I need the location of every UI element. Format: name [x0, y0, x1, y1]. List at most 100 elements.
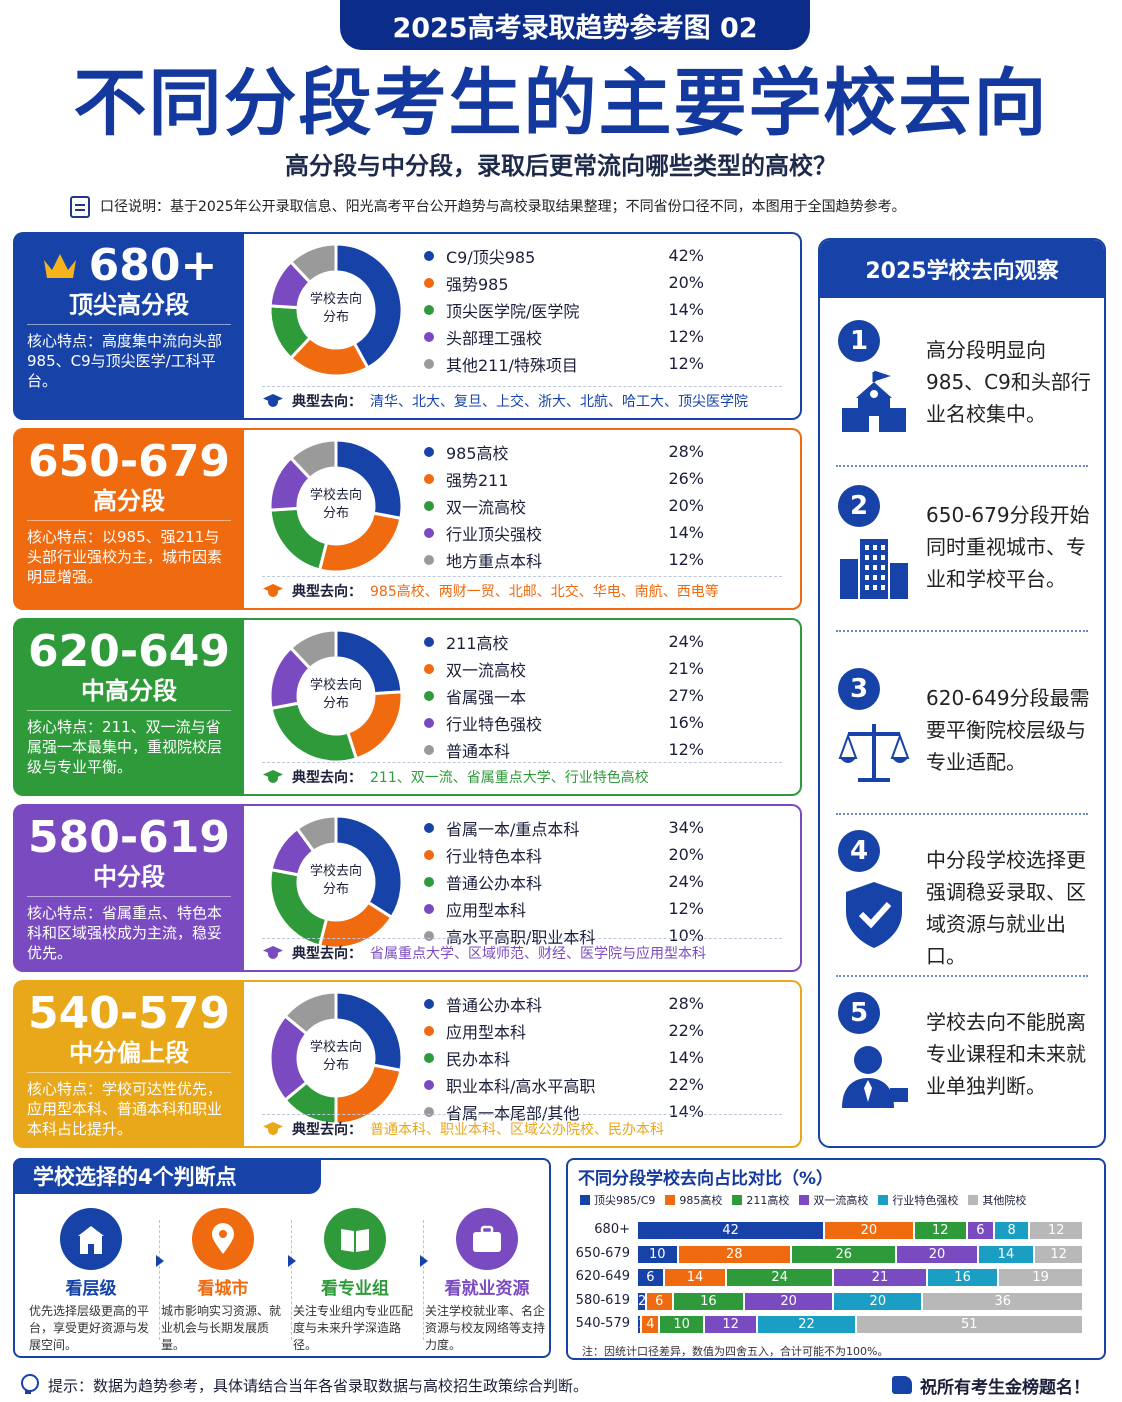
bar-segment: 20 [834, 1292, 922, 1310]
judgement-title: 学校选择的4个判断点 [13, 1158, 321, 1194]
legend-value: 14% [668, 1048, 704, 1067]
segment-card-3: 580-619 中分段 核心特点：省属重点、特色本科和区域强校成为主流，稳妥优先。 [13, 804, 245, 972]
bar-segment: 12 [1035, 1245, 1082, 1263]
segment-divider [27, 520, 231, 521]
legend-label: 行业特色本科 [446, 846, 543, 866]
legend-value: 14% [668, 523, 704, 542]
typical-list: 省属重点大学、区域师范、财经、医学院与应用型本科 [370, 946, 706, 962]
observation-icon [838, 1040, 910, 1112]
typical-prefix: 典型去向： [292, 1122, 362, 1138]
typical-destinations: 典型去向： 985高校、两财一贸、北邮、北交、华电、南航、西电等 [262, 576, 782, 601]
donut-center-label: 学校去向 [310, 863, 362, 879]
judgement-card-2: 看城市 城市影响实习资源、就业机会与长期发展质量。 [161, 1208, 285, 1354]
chevron-right-icon [288, 1255, 296, 1267]
graduation-cap-icon [262, 1122, 284, 1136]
donut-center-label: 学校去向 [310, 677, 362, 693]
segment-feature: 核心特点：省属重点、特色本科和区域强校成为主流，稳妥优先。 [27, 904, 223, 962]
donut-center-label: 分布 [323, 696, 349, 711]
legend-dot [424, 446, 434, 457]
bar-category-label: 680+ [594, 1222, 630, 1237]
observation-text: 高分段明显向985、C9和头部行业名校集中。 [926, 338, 1091, 426]
bar-segment: 22 [758, 1316, 855, 1333]
observation-separator [836, 465, 1088, 467]
observation-panel: 2025学校去向观察 1 高分段明显向985、C9和头部行业名校集中。 2 650-6… [818, 238, 1106, 1148]
judgement-card-4: 看就业资源 关注学校就业率、名企资源与校友网络等支持力度。 [425, 1208, 549, 1354]
bar-segment: 20 [825, 1222, 913, 1239]
judgement-card-1: 看层级 优先选择层级更高的平台，享受更好资源与发展空间。 [29, 1208, 153, 1354]
comparison-legend: 顶尖985/C9 985高校 211高校 双一流高校 行业特色强校 其他院校 [580, 1192, 1026, 1208]
legend-dot [424, 500, 434, 511]
judgement-card-3: 看专业组 关注专业组内专业匹配度与未来升学深造路径。 [293, 1208, 417, 1354]
legend-label: 985高校 [679, 1194, 723, 1207]
legend-label: 头部理工强校 [446, 328, 543, 348]
legend-dot [424, 1025, 434, 1036]
typical-list: 211、双一流、省属重点大学、行业特色高校 [370, 770, 649, 786]
segment-divider [27, 710, 231, 711]
segment-card-4: 540-579 中分偏上段 核心特点：学校可达性优先，应用型本科、普通本科和职业本科… [13, 980, 245, 1148]
bar-segment: 16 [927, 1269, 998, 1286]
legend-value: 24% [668, 872, 704, 891]
observation-icon [838, 368, 910, 440]
legend-label: 双一流高校 [813, 1194, 869, 1207]
legend-label: 应用型本科 [446, 1022, 527, 1042]
legend-item: 头部理工强校 12% [424, 323, 704, 350]
bar-segment: 14 [978, 1245, 1034, 1263]
donut-slice [295, 814, 338, 854]
legend-label: 强势985 [446, 274, 509, 294]
footer-blessing: 祝所有考生金榜题名！ [892, 1373, 1090, 1398]
typical-list: 985高校、两财一贸、北邮、北交、华电、南航、西电等 [370, 584, 719, 600]
bar-segment: 21 [834, 1269, 926, 1286]
legend-value: 14% [668, 1102, 704, 1121]
legend-dot [424, 331, 434, 342]
legend-item: 双一流高校 20% [424, 492, 704, 519]
segment-name: 中高分段 [81, 677, 177, 705]
observation-number: 1 [838, 320, 880, 362]
graduation-cap-icon [262, 584, 284, 598]
segment-detail-4: 学校去向 分布 普通公办本科 28% 应用型本科 22% 民办本科 14% 职业本科/高水平高职… [244, 980, 802, 1148]
segment-divider [27, 324, 231, 325]
bar-segment: 8 [994, 1222, 1029, 1239]
legend-label: 普通本科 [446, 741, 511, 761]
judgement-desc: 城市影响实习资源、就业机会与长期发展质量。 [161, 1304, 282, 1352]
legend-item: 211高校 [732, 1192, 789, 1208]
judgement-name: 看专业组 [321, 1279, 389, 1299]
legend-dot [424, 822, 434, 833]
bar-category-label: 620-649 [575, 1269, 630, 1284]
legend-item: 应用型本科 12% [424, 895, 704, 922]
legend-label: 行业特色强校 [892, 1194, 959, 1207]
typical-destinations: 典型去向： 211、双一流、省属重点大学、行业特色高校 [262, 762, 782, 787]
legend-item: 行业特色本科 20% [424, 841, 704, 868]
bar-segment: 4 [642, 1316, 659, 1333]
comparison-chart-title: 不同分段学校去向占比对比（%） [578, 1169, 834, 1189]
graduation-cap-icon [262, 394, 284, 408]
segment-feature: 核心特点：高度集中流向头部985、C9与顶尖医学/工科平台。 [27, 332, 223, 390]
person-tie-icon [842, 1046, 908, 1108]
segment-range: 540-579 [28, 988, 230, 1039]
bar-segment: 1 [638, 1316, 641, 1333]
legend-item: 其他211/特殊项目 12% [424, 350, 704, 377]
segment-range: 620-649 [28, 626, 230, 677]
legend-value: 12% [668, 354, 704, 373]
legend-dot [424, 554, 434, 565]
observation-item-3: 3 620-649分段最需要平衡院校层级与专业适配。 [820, 668, 1104, 828]
thumbs-up-icon [892, 1376, 912, 1394]
legend-item: 强势985 20% [424, 269, 704, 296]
building-icon [78, 1226, 104, 1254]
legend-label: 行业特色强校 [446, 714, 543, 734]
legend-value: 12% [668, 740, 704, 759]
segment-name: 中分段 [93, 863, 165, 891]
observation-item-5: 5 学校去向不能脱离专业课程和未来就业单独判断。 [820, 992, 1104, 1146]
segment-range-text: 680+ [88, 240, 218, 291]
typical-prefix: 典型去向： [292, 770, 362, 786]
legend-item: 民办本科 14% [424, 1044, 704, 1071]
legend-label: 其他211/特殊项目 [446, 355, 578, 375]
segment-detail-2: 学校去向 分布 211高校 24% 双一流高校 21% 省属强一本 27% 行业特色强校 16% 普… [244, 618, 802, 796]
segment-card-2: 620-649 中高分段 核心特点：211、双一流与省属强一本最集中，重视院校层级与… [13, 618, 245, 796]
graduation-cap-icon [262, 770, 284, 784]
judgement-name: 看层级 [65, 1279, 117, 1299]
legend-item: 顶尖985/C9 [580, 1192, 655, 1208]
legend-label: 顶尖985/C9 [594, 1194, 656, 1207]
